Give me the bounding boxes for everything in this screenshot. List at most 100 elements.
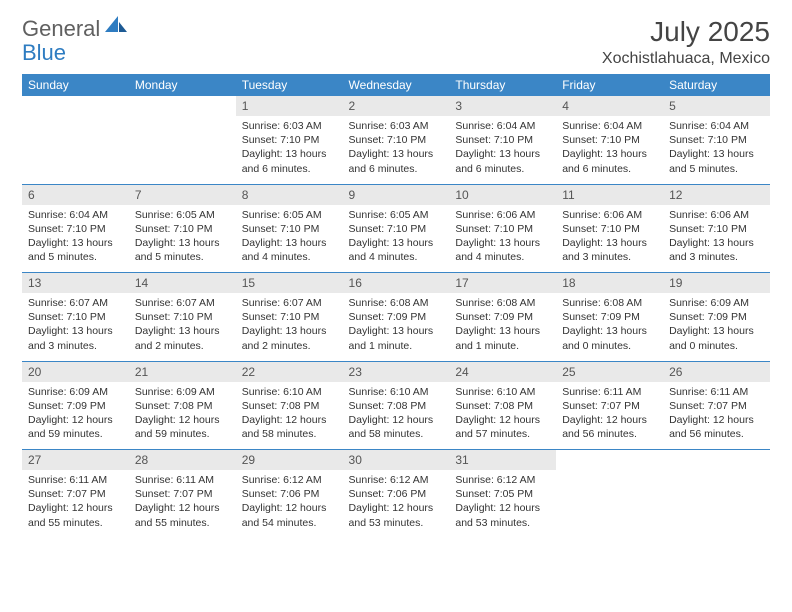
sunset: Sunset: 7:09 PM: [28, 399, 123, 413]
daylight: Daylight: 12 hours and 55 minutes.: [28, 501, 123, 529]
daylight: Daylight: 13 hours and 6 minutes.: [562, 147, 657, 175]
sunrise: Sunrise: 6:06 AM: [455, 208, 550, 222]
day-details: Sunrise: 6:07 AMSunset: 7:10 PMDaylight:…: [129, 293, 236, 359]
sunset: Sunset: 7:05 PM: [455, 487, 550, 501]
day-cell: 7Sunrise: 6:05 AMSunset: 7:10 PMDaylight…: [129, 185, 236, 273]
sunset: Sunset: 7:10 PM: [349, 222, 444, 236]
day-cell: 14Sunrise: 6:07 AMSunset: 7:10 PMDayligh…: [129, 273, 236, 361]
daylight: Daylight: 12 hours and 54 minutes.: [242, 501, 337, 529]
sunrise: Sunrise: 6:03 AM: [349, 119, 444, 133]
day-cell: 17Sunrise: 6:08 AMSunset: 7:09 PMDayligh…: [449, 273, 556, 361]
sunset: Sunset: 7:10 PM: [242, 310, 337, 324]
calendar-table: SundayMondayTuesdayWednesdayThursdayFrid…: [22, 74, 770, 538]
daylight: Daylight: 12 hours and 56 minutes.: [669, 413, 764, 441]
day-cell: 9Sunrise: 6:05 AMSunset: 7:10 PMDaylight…: [343, 185, 450, 273]
daylight: Daylight: 13 hours and 4 minutes.: [349, 236, 444, 264]
sunrise: Sunrise: 6:08 AM: [455, 296, 550, 310]
day-header: Sunday: [22, 74, 129, 96]
day-number: 12: [663, 185, 770, 205]
daylight: Daylight: 13 hours and 6 minutes.: [455, 147, 550, 175]
daylight: Daylight: 12 hours and 59 minutes.: [135, 413, 230, 441]
sunrise: Sunrise: 6:04 AM: [669, 119, 764, 133]
day-header: Saturday: [663, 74, 770, 96]
week-row: 20Sunrise: 6:09 AMSunset: 7:09 PMDayligh…: [22, 362, 770, 450]
day-header: Tuesday: [236, 74, 343, 96]
daylight: Daylight: 12 hours and 55 minutes.: [135, 501, 230, 529]
day-cell: 1Sunrise: 6:03 AMSunset: 7:10 PMDaylight…: [236, 96, 343, 184]
sunrise: Sunrise: 6:10 AM: [349, 385, 444, 399]
day-number: 23: [343, 362, 450, 382]
day-number: 20: [22, 362, 129, 382]
day-details: Sunrise: 6:06 AMSunset: 7:10 PMDaylight:…: [556, 205, 663, 271]
day-cell: 3Sunrise: 6:04 AMSunset: 7:10 PMDaylight…: [449, 96, 556, 184]
day-details: Sunrise: 6:11 AMSunset: 7:07 PMDaylight:…: [22, 470, 129, 536]
day-number: 22: [236, 362, 343, 382]
sunrise: Sunrise: 6:08 AM: [562, 296, 657, 310]
day-cell: 27Sunrise: 6:11 AMSunset: 7:07 PMDayligh…: [22, 450, 129, 538]
sunrise: Sunrise: 6:05 AM: [349, 208, 444, 222]
sunset: Sunset: 7:10 PM: [135, 310, 230, 324]
day-details: Sunrise: 6:08 AMSunset: 7:09 PMDaylight:…: [343, 293, 450, 359]
sunrise: Sunrise: 6:11 AM: [28, 473, 123, 487]
day-details: Sunrise: 6:07 AMSunset: 7:10 PMDaylight:…: [22, 293, 129, 359]
day-cell: 16Sunrise: 6:08 AMSunset: 7:09 PMDayligh…: [343, 273, 450, 361]
sunrise: Sunrise: 6:07 AM: [242, 296, 337, 310]
daylight: Daylight: 13 hours and 4 minutes.: [242, 236, 337, 264]
day-cell: 25Sunrise: 6:11 AMSunset: 7:07 PMDayligh…: [556, 362, 663, 450]
day-details: Sunrise: 6:08 AMSunset: 7:09 PMDaylight:…: [556, 293, 663, 359]
sunrise: Sunrise: 6:05 AM: [242, 208, 337, 222]
daylight: Daylight: 13 hours and 2 minutes.: [242, 324, 337, 352]
day-details: Sunrise: 6:05 AMSunset: 7:10 PMDaylight:…: [343, 205, 450, 271]
day-details: Sunrise: 6:11 AMSunset: 7:07 PMDaylight:…: [663, 382, 770, 448]
day-number: 18: [556, 273, 663, 293]
daylight: Daylight: 13 hours and 6 minutes.: [242, 147, 337, 175]
day-header: Friday: [556, 74, 663, 96]
sunset: Sunset: 7:07 PM: [669, 399, 764, 413]
sunrise: Sunrise: 6:12 AM: [349, 473, 444, 487]
daylight: Daylight: 12 hours and 58 minutes.: [349, 413, 444, 441]
day-details: Sunrise: 6:12 AMSunset: 7:06 PMDaylight:…: [236, 470, 343, 536]
day-number: 27: [22, 450, 129, 470]
sunrise: Sunrise: 6:07 AM: [28, 296, 123, 310]
sunrise: Sunrise: 6:09 AM: [135, 385, 230, 399]
daylight: Daylight: 12 hours and 56 minutes.: [562, 413, 657, 441]
day-cell: ..: [663, 450, 770, 538]
daylight: Daylight: 13 hours and 0 minutes.: [562, 324, 657, 352]
day-cell: 21Sunrise: 6:09 AMSunset: 7:08 PMDayligh…: [129, 362, 236, 450]
day-header: Monday: [129, 74, 236, 96]
day-details: Sunrise: 6:09 AMSunset: 7:09 PMDaylight:…: [663, 293, 770, 359]
day-number: 15: [236, 273, 343, 293]
day-cell: 15 Sunrise: 6:07 AMSunset: 7:10 PMDayligh…: [236, 273, 343, 361]
day-details: Sunrise: 6:04 AMSunset: 7:10 PMDaylight:…: [22, 205, 129, 271]
sunset: Sunset: 7:08 PM: [349, 399, 444, 413]
title-block: July 2025 Xochistlahuaca, Mexico: [602, 16, 770, 68]
day-cell: ..: [22, 96, 129, 184]
sunset: Sunset: 7:10 PM: [562, 133, 657, 147]
day-details: Sunrise: 6:08 AMSunset: 7:09 PMDaylight:…: [449, 293, 556, 359]
daylight: Daylight: 13 hours and 2 minutes.: [135, 324, 230, 352]
day-details: Sunrise: 6:09 AMSunset: 7:09 PMDaylight:…: [22, 382, 129, 448]
day-cell: 6Sunrise: 6:04 AMSunset: 7:10 PMDaylight…: [22, 185, 129, 273]
day-number: 3: [449, 96, 556, 116]
week-row: 27Sunrise: 6:11 AMSunset: 7:07 PMDayligh…: [22, 450, 770, 538]
day-number: 26: [663, 362, 770, 382]
sunset: Sunset: 7:10 PM: [28, 310, 123, 324]
sunset: Sunset: 7:10 PM: [28, 222, 123, 236]
daylight: Daylight: 13 hours and 5 minutes.: [669, 147, 764, 175]
daylight: Daylight: 13 hours and 3 minutes.: [562, 236, 657, 264]
day-details: Sunrise: 6:03 AMSunset: 7:10 PMDaylight:…: [343, 116, 450, 182]
day-cell: ..: [556, 450, 663, 538]
logo-sail-icon: [105, 16, 127, 34]
sunset: Sunset: 7:10 PM: [455, 133, 550, 147]
sunset: Sunset: 7:07 PM: [28, 487, 123, 501]
day-cell: 26Sunrise: 6:11 AMSunset: 7:07 PMDayligh…: [663, 362, 770, 450]
header: General July 2025 Xochistlahuaca, Mexico: [22, 16, 770, 68]
day-number: 31: [449, 450, 556, 470]
sunset: Sunset: 7:08 PM: [135, 399, 230, 413]
sunrise: Sunrise: 6:10 AM: [242, 385, 337, 399]
day-details: Sunrise: 6:11 AMSunset: 7:07 PMDaylight:…: [556, 382, 663, 448]
month-title: July 2025: [602, 16, 770, 48]
day-details: Sunrise: 6:12 AMSunset: 7:06 PMDaylight:…: [343, 470, 450, 536]
day-cell: 24Sunrise: 6:10 AMSunset: 7:08 PMDayligh…: [449, 362, 556, 450]
sunrise: Sunrise: 6:12 AM: [455, 473, 550, 487]
